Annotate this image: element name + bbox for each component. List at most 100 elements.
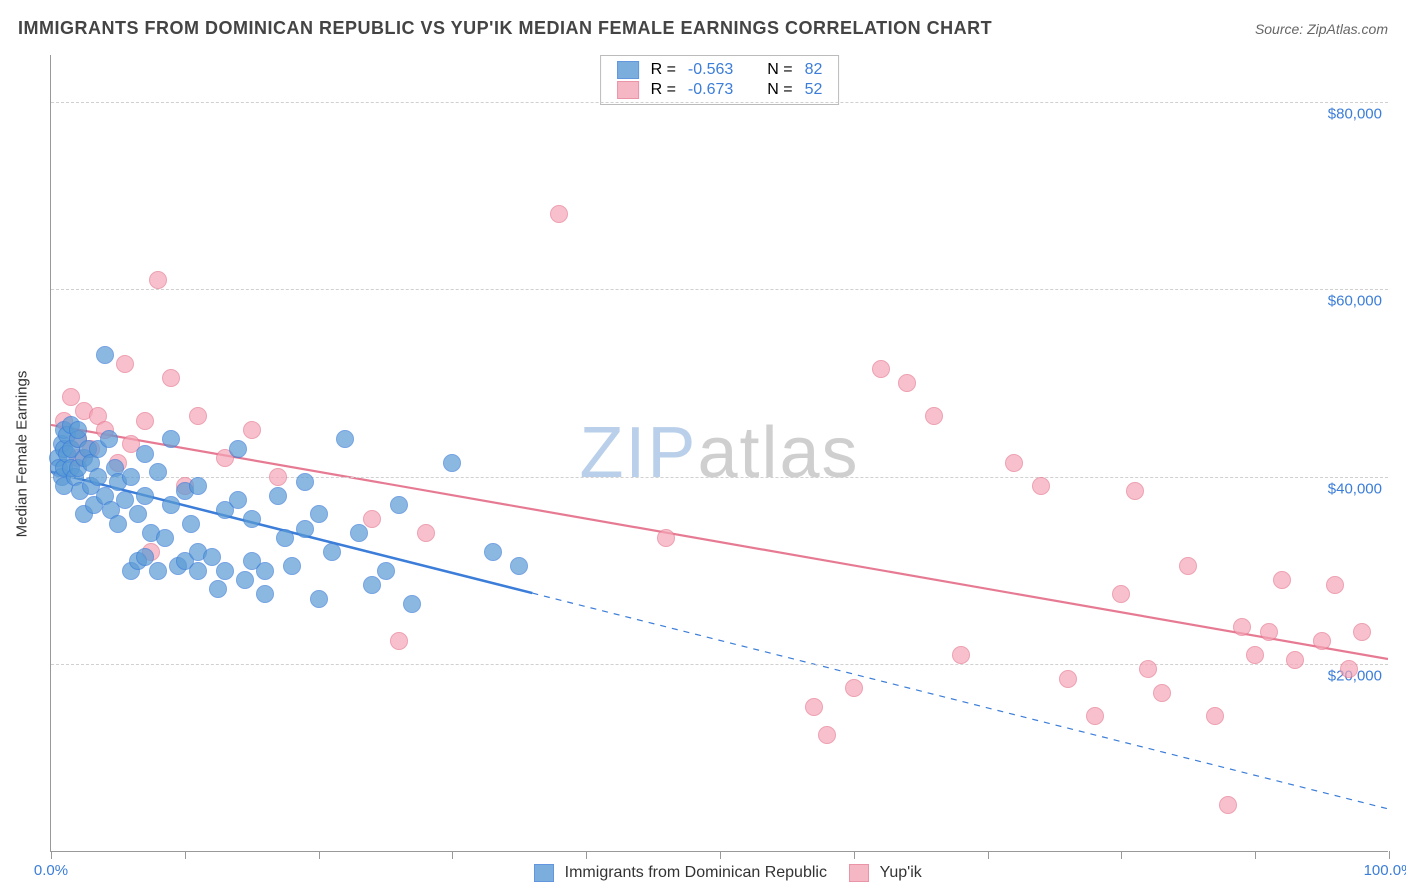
series-a-point	[296, 520, 314, 538]
series-b-point	[1286, 651, 1304, 669]
series-a-point	[209, 580, 227, 598]
series-a-point	[310, 505, 328, 523]
series-a-point	[363, 576, 381, 594]
gridline	[51, 102, 1388, 103]
series-b-point	[243, 421, 261, 439]
series-a-point	[96, 346, 114, 364]
series-a-point	[269, 487, 287, 505]
stat-n-a: 82	[799, 60, 829, 80]
series-a-point	[89, 468, 107, 486]
series-a-swatch	[617, 61, 639, 79]
series-a-point	[216, 562, 234, 580]
series-a-point	[122, 468, 140, 486]
series-b-point	[417, 524, 435, 542]
series-b-point	[818, 726, 836, 744]
series-a-point	[162, 496, 180, 514]
stat-r-label: R =	[645, 60, 682, 80]
series-b-point	[189, 407, 207, 425]
series-a-point	[243, 510, 261, 528]
stat-n-b: 52	[799, 80, 829, 100]
stat-r-a: -0.563	[682, 60, 739, 80]
series-a-point	[350, 524, 368, 542]
series-b-point	[1219, 796, 1237, 814]
legend: Immigrants from Dominican Republic Yup'i…	[50, 864, 1388, 882]
series-b-point	[1032, 477, 1050, 495]
series-b-swatch	[617, 81, 639, 99]
series-b-point	[1179, 557, 1197, 575]
chart-title: IMMIGRANTS FROM DOMINICAN REPUBLIC VS YU…	[18, 18, 992, 39]
series-b-point	[1126, 482, 1144, 500]
series-b-point	[1153, 684, 1171, 702]
series-b-point	[269, 468, 287, 486]
series-a-point	[182, 515, 200, 533]
series-a-point	[283, 557, 301, 575]
series-b-point	[657, 529, 675, 547]
legend-label-b: Yup'ik	[880, 864, 922, 881]
series-b-point	[116, 355, 134, 373]
series-a-point	[136, 445, 154, 463]
legend-label-a: Immigrants from Dominican Republic	[565, 864, 827, 881]
series-a-point	[69, 421, 87, 439]
series-a-point	[189, 477, 207, 495]
xtick	[1389, 851, 1390, 859]
ytick-label: $60,000	[1328, 293, 1382, 310]
series-a-point	[149, 463, 167, 481]
series-b-point	[1233, 618, 1251, 636]
series-b-point	[1273, 571, 1291, 589]
series-b-point	[845, 679, 863, 697]
stat-n-label: N =	[761, 80, 798, 100]
series-b-point	[1313, 632, 1331, 650]
series-b-point	[1005, 454, 1023, 472]
series-b-point	[162, 369, 180, 387]
series-a-point	[390, 496, 408, 514]
xtick	[586, 851, 587, 859]
series-b-point	[62, 388, 80, 406]
stat-r-label: R =	[645, 80, 682, 100]
series-b-point	[898, 374, 916, 392]
series-b-point	[363, 510, 381, 528]
watermark: ZIPatlas	[579, 412, 859, 494]
series-b-point	[1353, 623, 1371, 641]
series-a-point	[149, 562, 167, 580]
series-a-point	[156, 529, 174, 547]
series-b-point	[1246, 646, 1264, 664]
series-a-point	[443, 454, 461, 472]
series-b-point	[149, 271, 167, 289]
series-a-point	[189, 562, 207, 580]
series-a-point	[310, 590, 328, 608]
series-b-point	[952, 646, 970, 664]
stat-r-b: -0.673	[682, 80, 739, 100]
series-a-point	[229, 491, 247, 509]
xtick	[1255, 851, 1256, 859]
series-b-point	[390, 632, 408, 650]
series-a-point	[377, 562, 395, 580]
ytick-label: $80,000	[1328, 105, 1382, 122]
series-a-point	[403, 595, 421, 613]
series-a-point	[136, 487, 154, 505]
series-a-point	[336, 430, 354, 448]
series-a-point	[109, 515, 127, 533]
ytick-label: $40,000	[1328, 480, 1382, 497]
xtick	[319, 851, 320, 859]
xtick	[185, 851, 186, 859]
series-a-point	[203, 548, 221, 566]
series-a-point	[256, 562, 274, 580]
series-a-point	[236, 571, 254, 589]
xtick	[51, 851, 52, 859]
legend-swatch-b	[849, 864, 869, 882]
series-a-point	[229, 440, 247, 458]
stats-box: R = -0.563 N = 82 R = -0.673 N = 52	[600, 55, 840, 105]
series-b-point	[1139, 660, 1157, 678]
series-b-point	[1340, 660, 1358, 678]
series-a-point	[129, 505, 147, 523]
gridline	[51, 477, 1388, 478]
source-label: Source: ZipAtlas.com	[1255, 21, 1388, 37]
series-b-point	[1260, 623, 1278, 641]
xtick	[854, 851, 855, 859]
series-b-point	[1112, 585, 1130, 603]
series-a-point	[256, 585, 274, 603]
series-a-point	[484, 543, 502, 561]
series-a-point	[162, 430, 180, 448]
series-b-point	[1206, 707, 1224, 725]
legend-swatch-a	[534, 864, 554, 882]
